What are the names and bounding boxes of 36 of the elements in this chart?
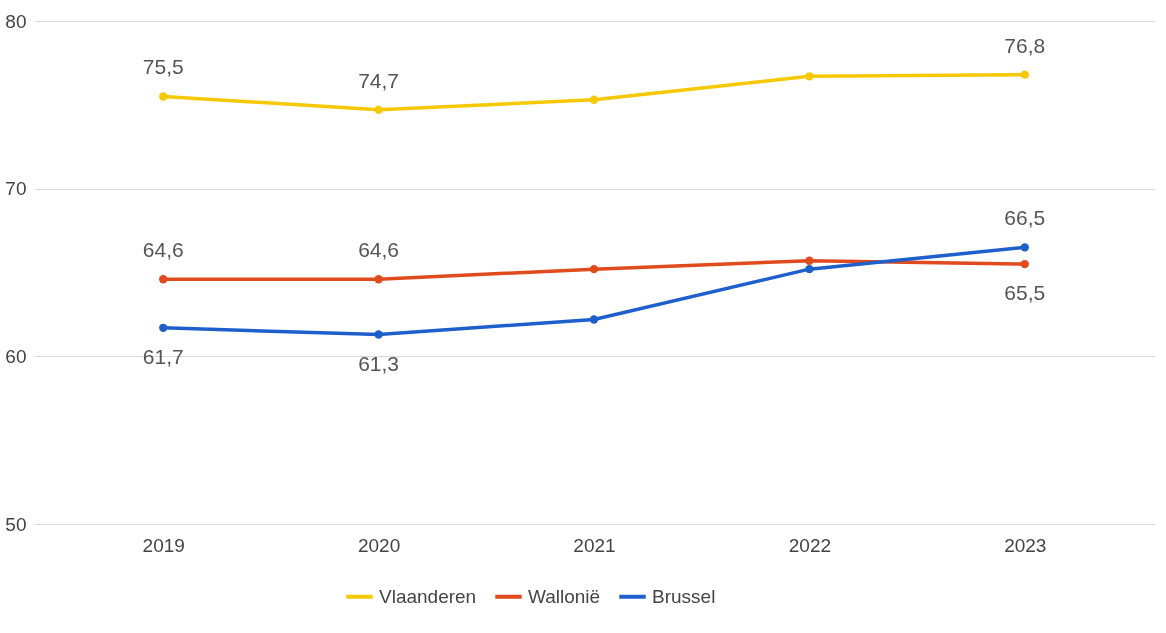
point <box>1020 243 1029 252</box>
legend-label: Vlaanderen <box>379 585 477 607</box>
y-tick-label: 50 <box>5 513 27 535</box>
x-tick-label: 2023 <box>1004 534 1047 556</box>
point <box>159 275 168 284</box>
legend-label: Brussel <box>652 585 716 607</box>
data-label: 65,5 <box>1004 281 1046 305</box>
point <box>1020 70 1029 79</box>
point <box>805 256 814 265</box>
point <box>374 105 383 115</box>
data-label: 61,3 <box>358 351 400 375</box>
point <box>589 315 599 324</box>
x-tick-label: 2019 <box>142 534 185 556</box>
point <box>589 95 599 104</box>
y-tick-label: 80 <box>5 10 27 32</box>
data-label: 64,6 <box>142 238 184 262</box>
point <box>159 323 168 332</box>
x-tick-label: 2021 <box>573 534 616 556</box>
data-label: 75,5 <box>142 55 184 79</box>
data-label: 76,8 <box>1004 33 1046 57</box>
point <box>374 275 383 284</box>
y-tick-label: 70 <box>5 178 27 200</box>
point <box>805 264 814 274</box>
point <box>589 264 599 274</box>
data-label: 64,6 <box>358 238 400 262</box>
x-tick-label: 2020 <box>357 534 401 556</box>
point <box>374 330 383 339</box>
point <box>805 72 814 81</box>
data-label: 61,7 <box>142 344 184 368</box>
legend-label: Wallonië <box>528 585 601 607</box>
data-label: 66,5 <box>1004 206 1046 230</box>
point <box>1020 259 1029 269</box>
y-tick-label: 60 <box>5 345 27 367</box>
data-label: 74,7 <box>358 68 400 92</box>
x-tick-label: 2022 <box>788 534 832 556</box>
point <box>159 92 168 101</box>
